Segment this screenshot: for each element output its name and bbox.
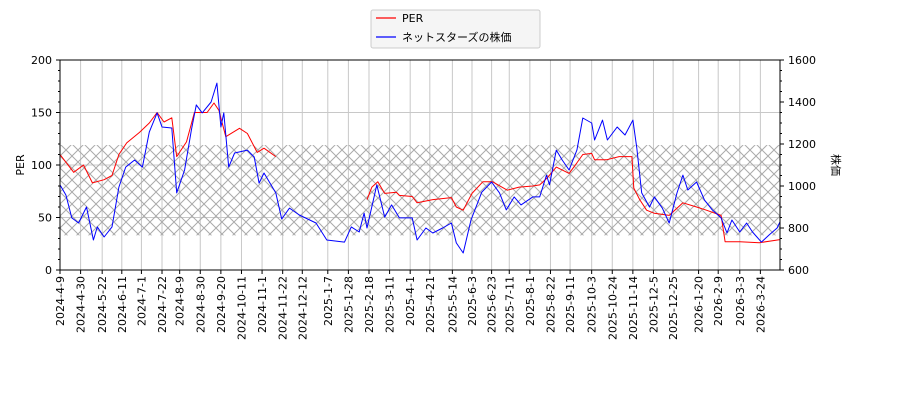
x-tick-label: 2024-10-11 bbox=[235, 276, 248, 340]
x-tick-label: 2024-7-1 bbox=[135, 276, 148, 326]
y-right-tick-label: 1600 bbox=[788, 54, 816, 67]
x-tick-label: 2025-1-28 bbox=[342, 276, 355, 333]
y-left-tick-label: 150 bbox=[31, 107, 52, 120]
y-right-tick-label: 600 bbox=[788, 264, 809, 277]
x-tick-label: 2025-10-3 bbox=[586, 276, 599, 333]
x-tick-label: 2024-8-30 bbox=[194, 276, 207, 333]
x-tick-label: 2026-3-24 bbox=[754, 276, 767, 333]
axes: 2024-4-9 2024-4-30 2024-5-22 2024-6-11 2024-… bbox=[31, 54, 816, 340]
legend-label-per: PER bbox=[402, 12, 424, 25]
per-line bbox=[366, 152, 780, 244]
y-left-tick-label: 200 bbox=[31, 54, 52, 67]
x-tick-label: 2025-11-14 bbox=[627, 276, 640, 340]
y-left-tick-label: 100 bbox=[31, 159, 52, 172]
y-right-tick-label: 800 bbox=[788, 222, 809, 235]
left-axis-label: PER bbox=[14, 154, 27, 176]
x-tick-label: 2025-6-3 bbox=[466, 276, 479, 326]
x-tick-label: 2025-4-1 bbox=[404, 276, 417, 326]
legend: PER ネットスターズの株価 bbox=[370, 9, 541, 49]
x-tick-label: 2026-1-20 bbox=[693, 276, 706, 333]
x-tick-label: 2024-12-12 bbox=[296, 276, 309, 340]
x-tick-label: 2025-12-25 bbox=[667, 276, 680, 340]
y-left-tick-label: 50 bbox=[38, 212, 52, 225]
per-line bbox=[60, 102, 277, 184]
series-lines bbox=[60, 82, 780, 254]
x-tick-label: 2025-1-7 bbox=[322, 276, 335, 326]
x-tick-label: 2024-4-30 bbox=[75, 276, 88, 333]
x-tick-label: 2026-2-9 bbox=[712, 276, 725, 326]
x-tick-label: 2025-3-11 bbox=[384, 276, 397, 333]
y-right-tick-label: 1200 bbox=[788, 138, 816, 151]
x-tick-label: 2026-3-3 bbox=[734, 276, 747, 326]
x-tick-label: 2025-9-11 bbox=[564, 276, 577, 333]
x-tick-label: 2025-4-21 bbox=[424, 276, 437, 333]
x-tick-label: 2024-4-9 bbox=[54, 276, 67, 326]
x-tick-label: 2025-7-11 bbox=[503, 276, 516, 333]
x-tick-label: 2025-10-24 bbox=[606, 276, 619, 340]
x-tick-label: 2024-11-22 bbox=[277, 276, 290, 340]
stock-price-line bbox=[60, 82, 780, 254]
x-tick-label: 2024-7-22 bbox=[156, 276, 169, 333]
x-tick-label: 2024-11-1 bbox=[256, 276, 269, 333]
x-tick-label: 2025-6-23 bbox=[486, 276, 499, 333]
x-tick-label: 2025-8-1 bbox=[524, 276, 537, 326]
x-tick-label: 2024-8-9 bbox=[174, 276, 187, 326]
y-right-tick-label: 1000 bbox=[788, 180, 816, 193]
legend-label-price: ネットスターズの株価 bbox=[402, 30, 511, 44]
y-left-tick-label: 0 bbox=[45, 264, 52, 277]
x-tick-label: 2025-5-14 bbox=[446, 276, 459, 333]
x-tick-label: 2025-12-5 bbox=[647, 276, 660, 333]
x-tick-label: 2024-9-20 bbox=[215, 276, 228, 333]
right-axis-label: 株価 bbox=[829, 154, 843, 176]
x-tick-label: 2024-6-11 bbox=[116, 276, 129, 333]
x-tick-label: 2025-2-18 bbox=[363, 276, 376, 333]
x-tick-label: 2024-5-22 bbox=[96, 276, 109, 333]
y-right-tick-label: 1400 bbox=[788, 96, 816, 109]
x-tick-label: 2025-8-22 bbox=[544, 276, 557, 333]
hatched-band bbox=[60, 145, 780, 236]
